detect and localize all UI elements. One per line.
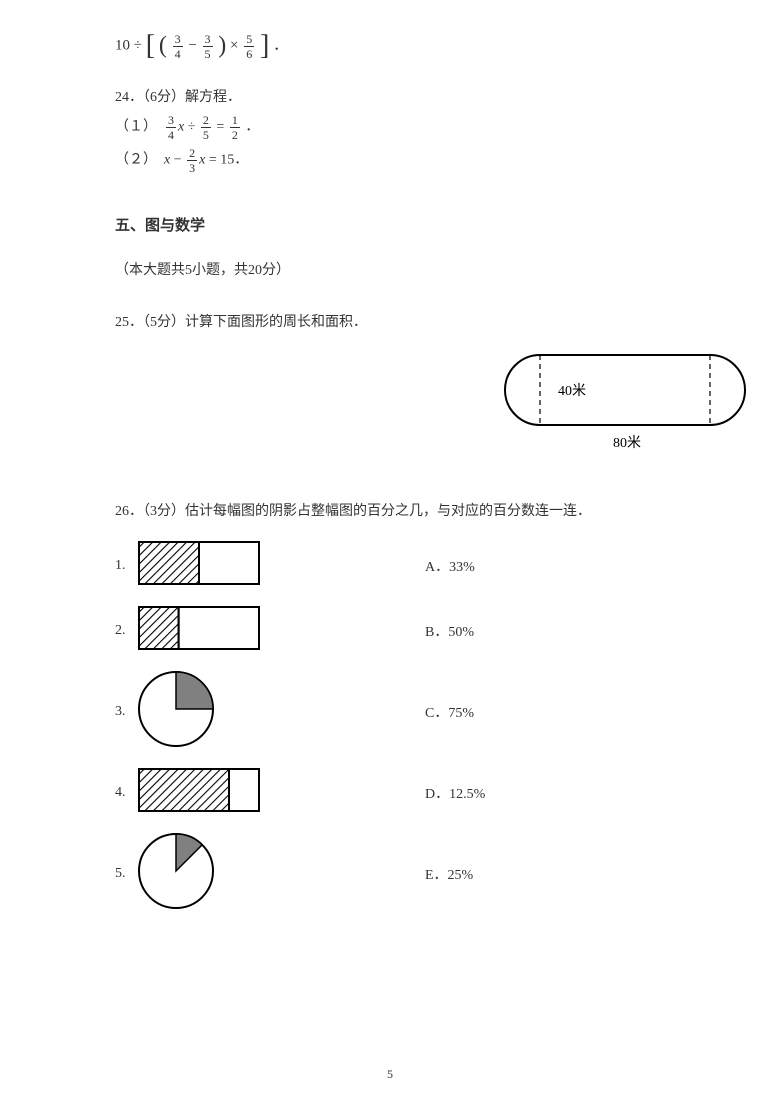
match-fig bbox=[137, 767, 261, 818]
rect-figure bbox=[137, 767, 261, 813]
section5-sub: （本大题共5小题，共20分） bbox=[115, 259, 665, 279]
line1-prefix: （１） bbox=[115, 120, 157, 135]
match-row: 4. D．12.5% bbox=[115, 767, 665, 818]
q23-frac3: 5 6 bbox=[244, 33, 254, 60]
rect-figure bbox=[137, 540, 261, 586]
q24-l1-f2: 2 5 bbox=[201, 114, 211, 141]
match-option: C．75% bbox=[425, 702, 474, 722]
match-left: 5. bbox=[115, 832, 425, 915]
q23-frac1: 3 4 bbox=[173, 33, 183, 60]
match-num: 5. bbox=[115, 866, 137, 882]
q24-title: 24．（6分）解方程． bbox=[115, 86, 665, 106]
match-num: 2. bbox=[115, 623, 137, 639]
match-num: 3. bbox=[115, 704, 137, 720]
match-num: 4. bbox=[115, 785, 137, 801]
q23-expression: 10 ÷ [ ( 3 4 − 3 5 ) × 5 6 ] ． bbox=[115, 30, 665, 62]
match-left: 2. bbox=[115, 605, 425, 656]
match-option: D．12.5% bbox=[425, 783, 485, 803]
rect-figure bbox=[137, 605, 261, 651]
q24-l1-f1: 3 4 bbox=[166, 114, 176, 141]
section5-header: 五、图与数学 bbox=[115, 214, 665, 235]
match-row: 2. B．50% bbox=[115, 605, 665, 656]
match-num: 1. bbox=[115, 558, 137, 574]
frac-den: 2 bbox=[230, 128, 240, 141]
frac-num: 2 bbox=[187, 147, 197, 161]
frac-den: 4 bbox=[173, 47, 183, 60]
match-fig bbox=[137, 605, 261, 656]
match-rows: 1. A．33% 2. B．50% 3. C．75% 4. D．12.5% 5. E．25% bbox=[115, 540, 665, 915]
frac-den: 4 bbox=[166, 128, 176, 141]
match-fig bbox=[137, 540, 261, 591]
svg-text:40米: 40米 bbox=[558, 383, 586, 399]
frac-num: 3 bbox=[173, 33, 183, 47]
svg-text:80米: 80米 bbox=[613, 435, 641, 451]
stadium-wrap: 40米 80米 bbox=[115, 343, 765, 458]
pie-figure bbox=[137, 832, 215, 910]
match-fig bbox=[137, 832, 215, 915]
page-number: 5 bbox=[387, 1067, 393, 1082]
q24-line1: （１） 3 4 x ÷ 2 5 = 1 2 ． bbox=[115, 114, 665, 141]
q24-l2-f: 2 3 bbox=[187, 147, 197, 174]
match-left: 3. bbox=[115, 670, 425, 753]
rbracket-icon: ] bbox=[260, 30, 269, 61]
match-option: E．25% bbox=[425, 864, 473, 884]
frac-num: 2 bbox=[201, 114, 211, 128]
line2-prefix: （２） bbox=[115, 153, 157, 168]
frac-num: 5 bbox=[244, 33, 254, 47]
period: ． bbox=[245, 120, 259, 135]
q24: 24．（6分）解方程． （１） 3 4 x ÷ 2 5 = 1 2 ． （２） … bbox=[115, 86, 665, 174]
frac-num: 3 bbox=[166, 114, 176, 128]
match-row: 5. E．25% bbox=[115, 832, 665, 915]
q25-title: 25．（5分）计算下面图形的周长和面积． bbox=[115, 311, 665, 331]
match-option: A．33% bbox=[425, 556, 475, 576]
frac-num: 3 bbox=[203, 33, 213, 47]
q23-frac2: 3 5 bbox=[203, 33, 213, 60]
q26-title: 26．（3分）估计每幅图的阴影占整幅图的百分之几，与对应的百分数连一连． bbox=[115, 500, 665, 520]
match-option: B．50% bbox=[425, 621, 474, 641]
times-icon: × bbox=[230, 37, 238, 53]
q24-line2: （２） x − 2 3 x = 15． bbox=[115, 147, 665, 174]
match-fig bbox=[137, 670, 215, 753]
q24-l1-f3: 1 2 bbox=[230, 114, 240, 141]
minus-icon: − bbox=[188, 37, 196, 53]
match-row: 3. C．75% bbox=[115, 670, 665, 753]
stadium-figure: 40米 80米 bbox=[485, 343, 765, 453]
frac-den: 5 bbox=[203, 47, 213, 60]
frac-den: 6 bbox=[244, 47, 254, 60]
rparen-icon: ) bbox=[218, 33, 226, 59]
lbracket-icon: [ bbox=[146, 30, 155, 61]
eq: = bbox=[216, 120, 224, 135]
q25: 25．（5分）计算下面图形的周长和面积． 40米 80米 bbox=[115, 311, 665, 458]
match-left: 1. bbox=[115, 540, 425, 591]
frac-den: 5 bbox=[201, 128, 211, 141]
frac-num: 1 bbox=[230, 114, 240, 128]
pie-figure bbox=[137, 670, 215, 748]
q23-lead: 10 ÷ bbox=[115, 37, 142, 53]
lparen-icon: ( bbox=[159, 33, 167, 59]
match-row: 1. A．33% bbox=[115, 540, 665, 591]
match-left: 4. bbox=[115, 767, 425, 818]
period: ． bbox=[273, 37, 288, 53]
q26: 26．（3分）估计每幅图的阴影占整幅图的百分之几，与对应的百分数连一连． 1. A… bbox=[115, 500, 665, 915]
frac-den: 3 bbox=[187, 161, 197, 174]
